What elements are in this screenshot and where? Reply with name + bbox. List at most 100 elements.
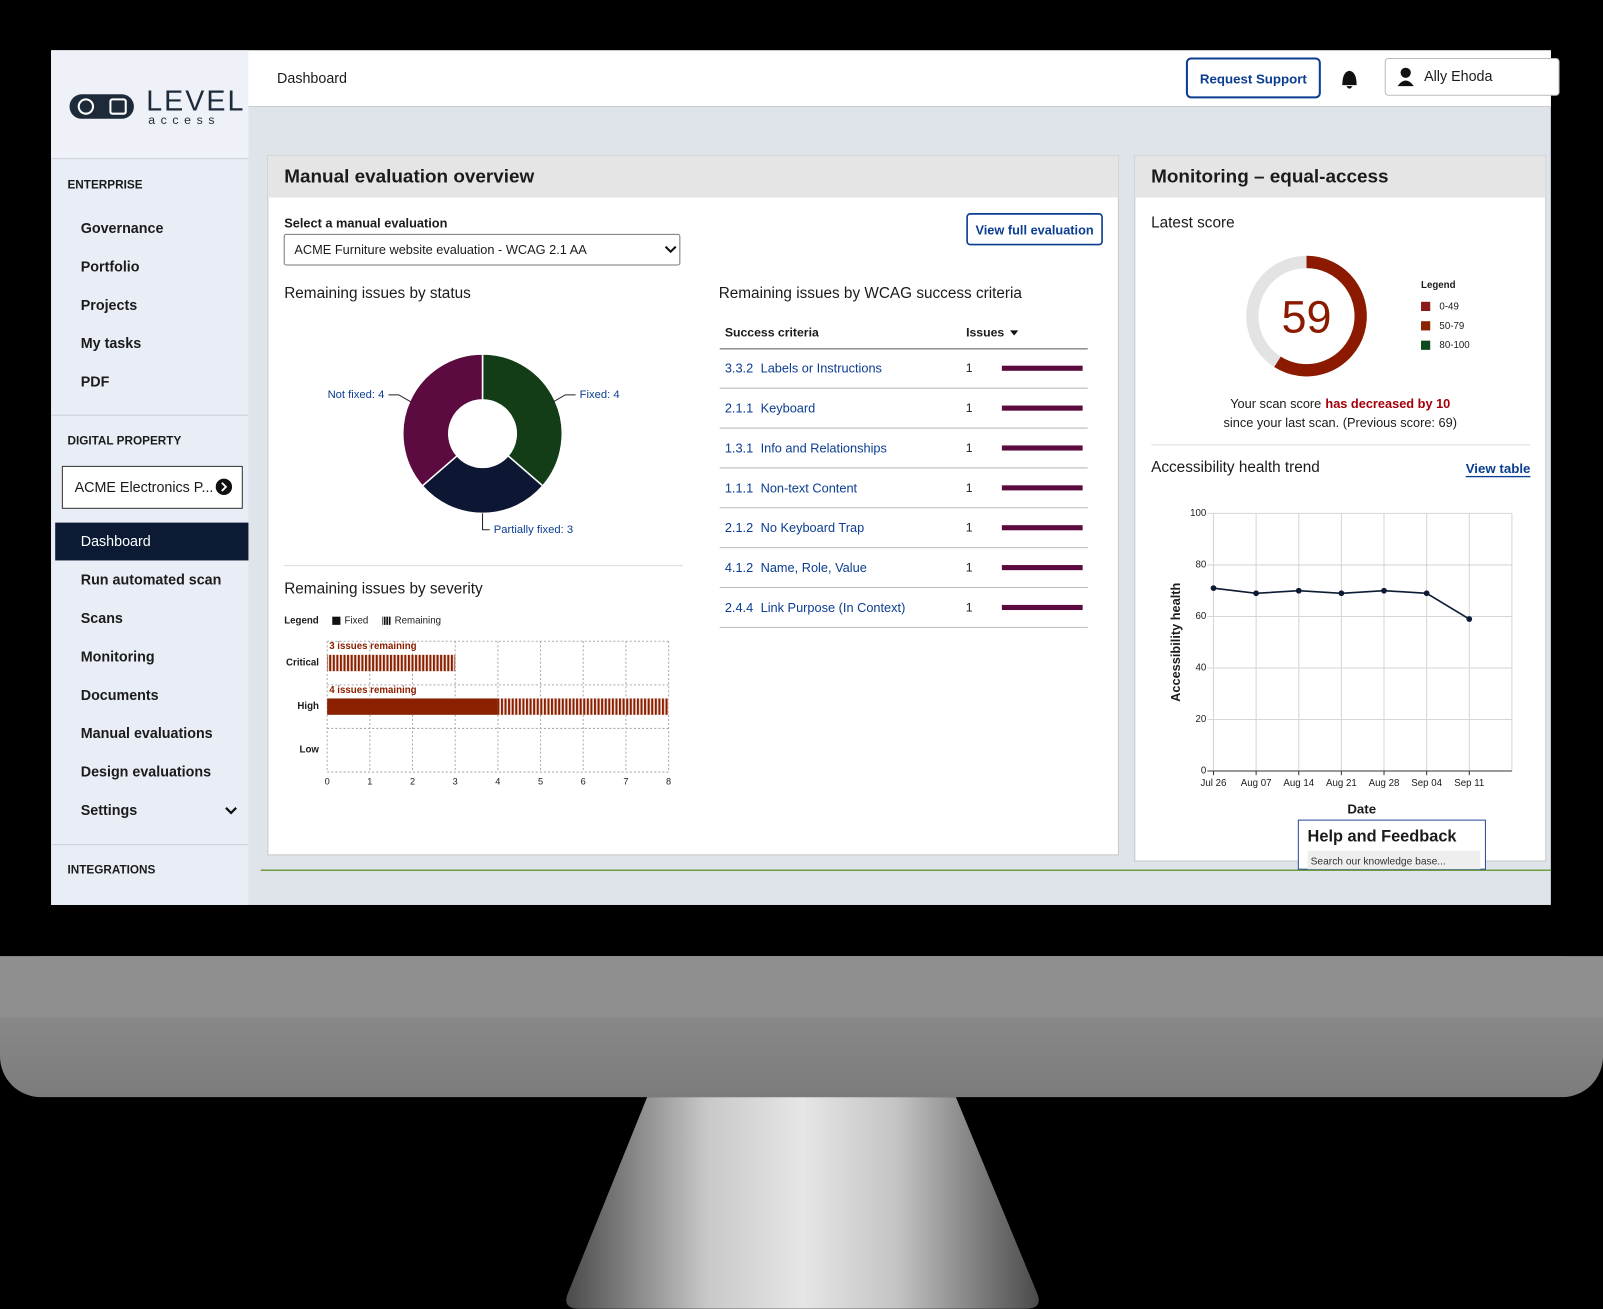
bezel-top <box>0 956 1603 1018</box>
trend-point <box>1466 616 1473 622</box>
nav-item[interactable]: Design evaluations <box>81 765 211 781</box>
x-tick-label: 1 <box>367 776 372 786</box>
trend-point <box>1210 585 1217 591</box>
criteria-code[interactable]: 2.1.2 <box>725 520 753 535</box>
nav-item[interactable]: Manual evaluations <box>81 726 213 742</box>
user-menu[interactable] <box>1384 57 1560 96</box>
legend-label: Fixed <box>345 615 369 626</box>
bar-segment <box>327 654 456 672</box>
y-tick-label: 80 <box>1196 559 1207 570</box>
user-icon <box>1400 67 1411 78</box>
nav-item[interactable]: Governance <box>81 221 164 237</box>
x-tick-label: 8 <box>666 776 671 786</box>
criteria-code[interactable]: 1.1.1 <box>725 480 753 495</box>
legend-label: 80-100 <box>1439 340 1470 351</box>
criteria-code[interactable]: 2.4.4 <box>725 600 753 615</box>
panel-title: Monitoring – equal-access <box>1151 167 1388 188</box>
view-table-link[interactable]: View table <box>1466 461 1531 476</box>
bar-label: 3 issues remaining <box>329 641 416 652</box>
y-tick-label: 20 <box>1196 714 1207 725</box>
settings-chevron[interactable] <box>225 807 237 815</box>
property-icon[interactable] <box>215 478 233 496</box>
x-tick-label: 2 <box>410 776 415 786</box>
leader-line <box>388 394 412 403</box>
nav-item[interactable]: Dashboard <box>81 534 151 550</box>
selected-evaluation[interactable]: ACME Furniture website evaluation - WCAG… <box>294 242 587 257</box>
nav-item[interactable]: Projects <box>81 298 137 314</box>
criteria-name[interactable]: Name, Role, Value <box>761 560 867 575</box>
donut-slice <box>402 353 484 487</box>
legend-title: Legend <box>1421 280 1456 291</box>
criteria-code[interactable]: 4.1.2 <box>725 560 753 575</box>
x-tick-label: Aug 14 <box>1283 778 1314 789</box>
criteria-name[interactable]: Non-text Content <box>761 480 858 495</box>
user-name[interactable]: Ally Ehoda <box>1424 69 1492 85</box>
panel-header <box>267 155 1119 198</box>
issue-bar <box>1001 604 1083 611</box>
section-heading: Accessibility health trend <box>1151 459 1320 476</box>
donut-slice <box>421 454 544 515</box>
logo-icon <box>77 98 95 115</box>
bell-icon[interactable] <box>1342 70 1357 89</box>
x-tick-label: 0 <box>325 776 330 786</box>
criteria-name[interactable]: No Keyboard Trap <box>761 520 865 535</box>
nav-item[interactable]: Documents <box>81 688 159 704</box>
help-title[interactable]: Help and Feedback <box>1308 827 1458 845</box>
logo-name: LEVEL <box>146 85 245 117</box>
nav-item[interactable]: PDF <box>81 375 110 391</box>
evaluation-select[interactable] <box>283 233 681 266</box>
stand <box>566 1097 1039 1309</box>
criteria-name[interactable]: Info and Relationships <box>761 440 887 455</box>
nav-item[interactable]: Scans <box>81 611 123 627</box>
criteria-code[interactable]: 1.3.1 <box>725 440 753 455</box>
y-tick-label: 0 <box>1201 766 1207 777</box>
nav-item[interactable]: Portfolio <box>81 260 140 276</box>
property-selector[interactable] <box>61 465 243 509</box>
criteria-name[interactable]: Keyboard <box>761 401 816 416</box>
request-support-label[interactable]: Request Support <box>1200 71 1308 86</box>
issue-count: 1 <box>966 561 973 575</box>
score-change-amount: has decreased by 10 <box>1325 396 1450 411</box>
y-tick-label: Low <box>300 745 320 756</box>
score-value: 59 <box>1282 292 1332 343</box>
legend-swatch <box>332 616 341 625</box>
slice-label: Partially fixed: 3 <box>494 524 573 536</box>
header <box>248 50 1551 107</box>
nav-item[interactable]: Run automated scan <box>81 572 222 588</box>
trend-point <box>1338 590 1345 597</box>
y-tick-label: 40 <box>1196 662 1207 673</box>
trend-point <box>1423 590 1430 597</box>
section-heading: ENTERPRISE <box>67 179 142 192</box>
view-evaluation-label[interactable]: View full evaluation <box>975 223 1093 238</box>
y-tick-label: Critical <box>286 658 319 669</box>
slice-label: Fixed: 4 <box>580 389 620 401</box>
criteria-name[interactable]: Labels or Instructions <box>761 361 882 376</box>
bar-segment <box>497 698 669 715</box>
x-tick-label: 5 <box>538 776 543 786</box>
x-tick-label: Aug 07 <box>1241 778 1272 789</box>
y-tick-label: 100 <box>1190 508 1207 519</box>
view-evaluation-button[interactable] <box>966 213 1103 246</box>
legend-label: 0-49 <box>1439 301 1458 312</box>
help-search-placeholder[interactable]: Search our knowledge base... <box>1311 857 1446 868</box>
y-tick-label: 60 <box>1196 611 1207 622</box>
property-name[interactable]: ACME Electronics P... <box>75 480 214 496</box>
issue-bar <box>1001 565 1083 571</box>
nav-item[interactable]: Monitoring <box>81 649 155 665</box>
nav-item[interactable]: Settings <box>81 803 137 819</box>
help-search[interactable] <box>1307 850 1481 870</box>
nav-item[interactable]: My tasks <box>81 336 141 352</box>
criteria-name[interactable]: Link Purpose (In Context) <box>761 600 906 615</box>
x-tick-label: 3 <box>453 776 458 786</box>
panel <box>267 155 1119 856</box>
criteria-code[interactable]: 2.1.1 <box>725 401 753 416</box>
issue-bar <box>1001 365 1083 371</box>
sort-caret[interactable] <box>1010 330 1019 336</box>
request-support-button[interactable] <box>1185 57 1321 99</box>
x-tick-label: Jul 26 <box>1201 778 1227 789</box>
x-tick-label: 7 <box>623 776 628 786</box>
criteria-code[interactable]: 3.3.2 <box>725 361 753 376</box>
section-heading: Remaining issues by WCAG success criteri… <box>719 285 1023 302</box>
panel-header <box>1134 155 1546 198</box>
